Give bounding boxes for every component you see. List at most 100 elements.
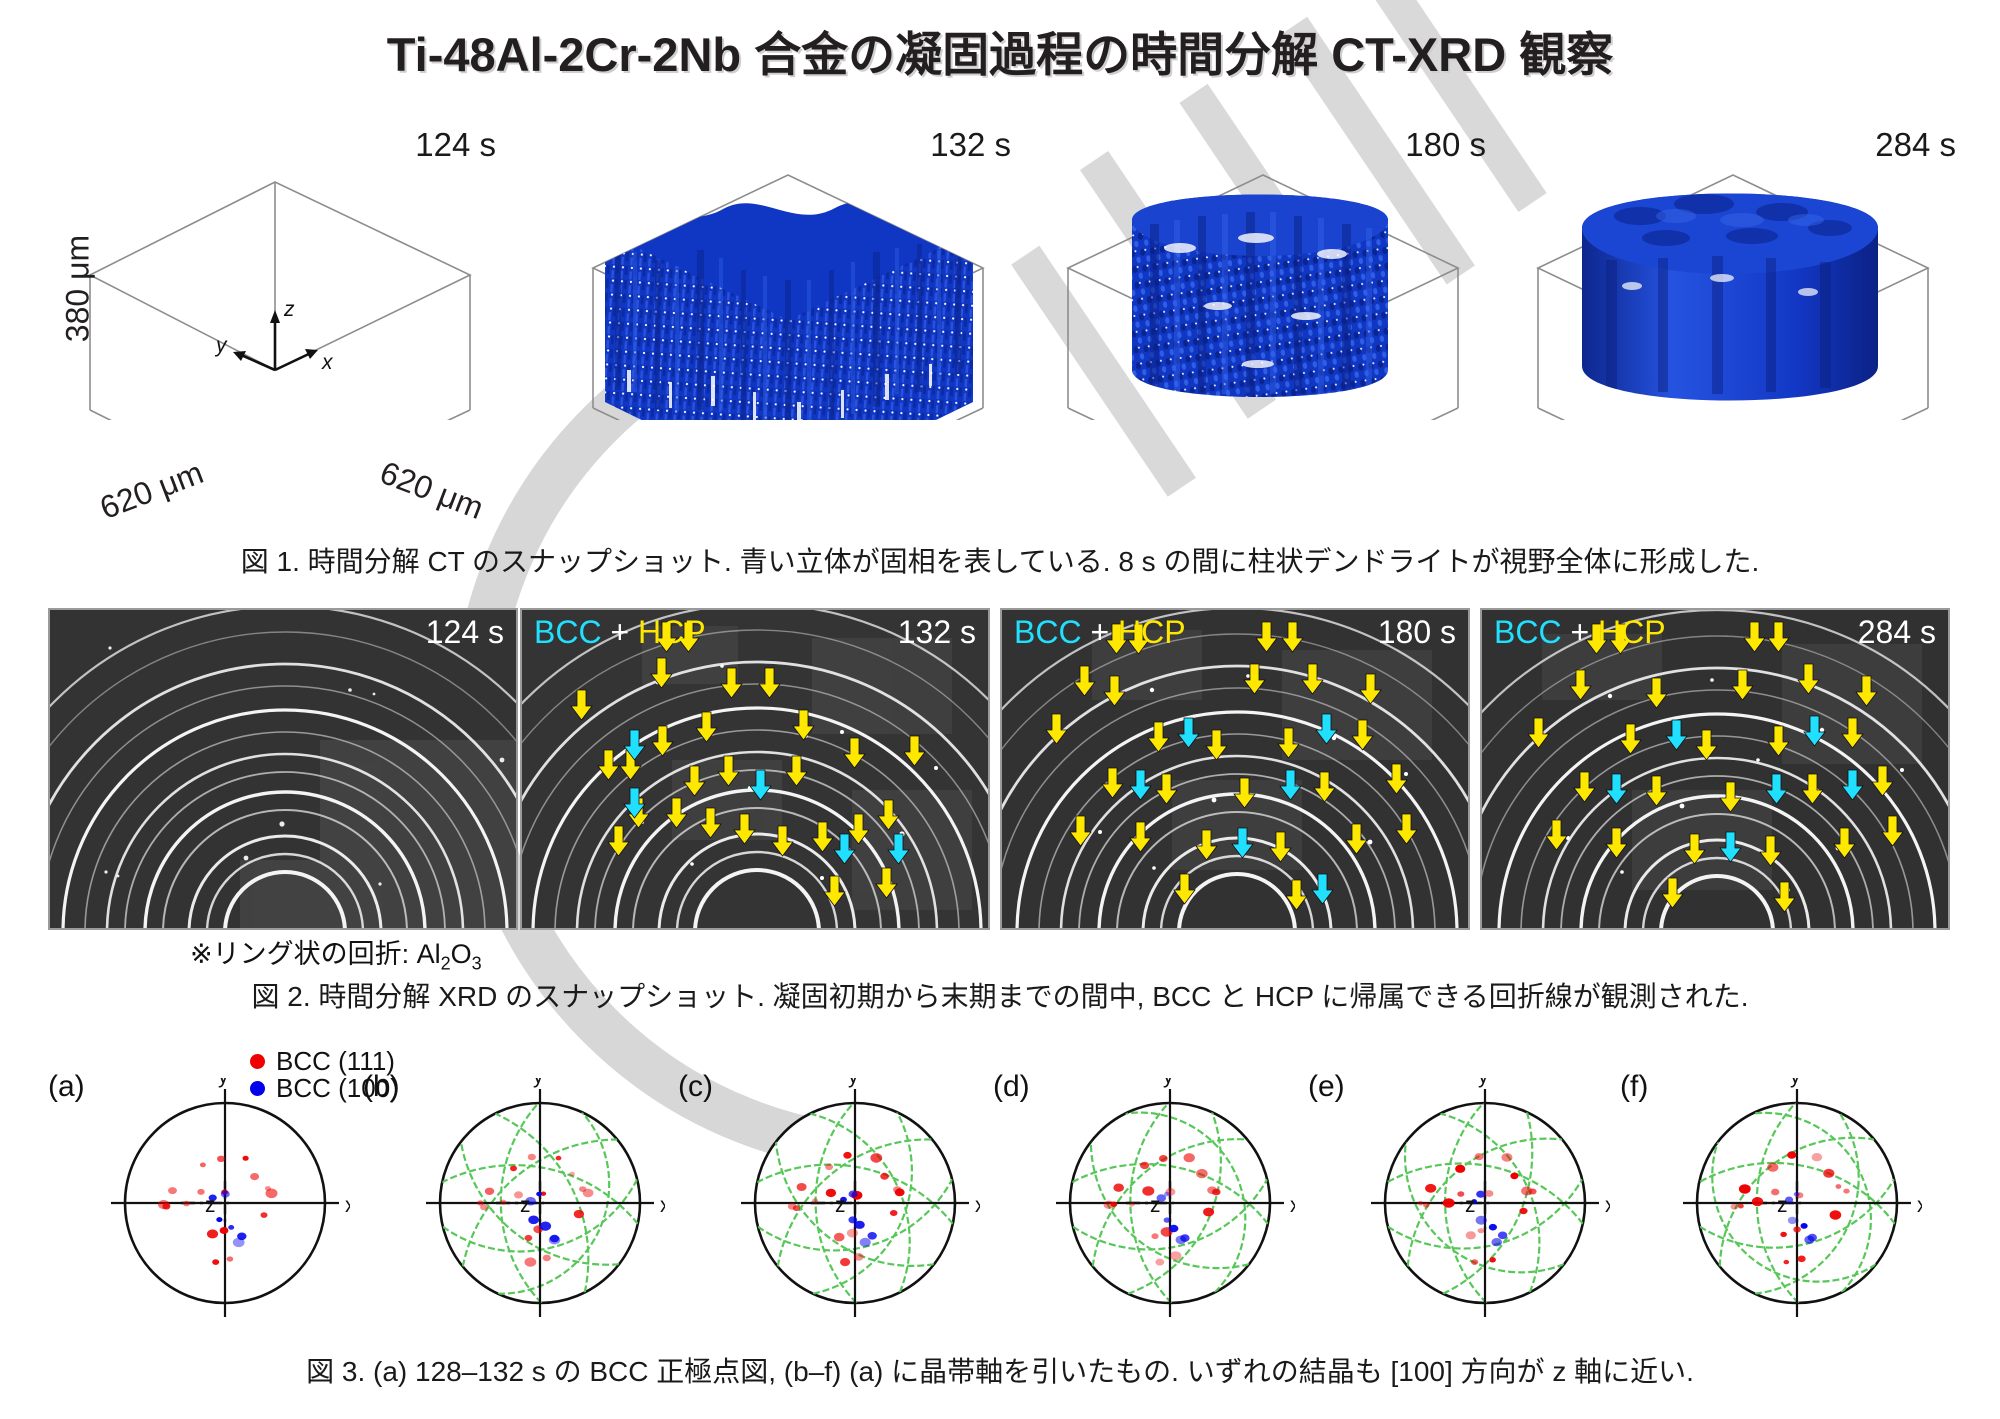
ct-time-label: 132 s	[930, 126, 1011, 163]
xrd-phase-tag: BCC + HCP	[1014, 614, 1186, 651]
axis-label-y: y	[214, 334, 228, 357]
pole-figure-plot: z x y	[111, 1078, 350, 1317]
xrd-rings-4	[1482, 610, 1948, 928]
tag-hcp-label: HCP	[1118, 614, 1186, 650]
svg-text:x: x	[660, 1194, 665, 1217]
xrd-panel-124s: 124 s	[48, 608, 518, 930]
xrd-time-label: 132 s	[897, 614, 976, 650]
tag-plus-label: +	[1090, 614, 1110, 650]
legend-dot-red-icon	[250, 1054, 265, 1069]
tag-bcc-label: BCC	[1014, 614, 1082, 650]
xrd-rings-1	[50, 610, 516, 928]
xrd-time-label: 284 s	[1857, 614, 1936, 650]
ct-volume-4	[1536, 174, 1930, 420]
svg-text:z: z	[1150, 1194, 1161, 1217]
svg-text:x: x	[1290, 1194, 1295, 1217]
axis-label-z: z	[283, 298, 295, 321]
pole-figure-row: z x y (a) z x y (b)	[0, 1060, 2000, 1350]
pole-figure-e: z x y (e)	[1308, 1070, 1610, 1328]
bcc-arrow-markers-4	[1605, 715, 1864, 863]
ct-snapshot-row: x y z 124 s 380 μm 620 μm 620 μm	[0, 120, 2000, 526]
ct-panel-132s: 132 s	[545, 120, 1025, 420]
pole-figure-plot: z x y	[1683, 1078, 1922, 1317]
pole-figure-panel-label: (d)	[993, 1070, 1030, 1103]
pole-figure-plot: z x y	[1056, 1078, 1295, 1317]
legend-label-bcc111: BCC (111)	[276, 1046, 395, 1076]
svg-text:x: x	[345, 1194, 350, 1217]
svg-text:z: z	[835, 1194, 846, 1217]
al2o3-ring-note: ※リング状の回折: Al2O3	[190, 932, 482, 974]
figure-3-caption: 図 3. (a) 128–132 s の BCC 正極点図, (b–f) (a)…	[306, 1356, 1694, 1387]
pole-figure-legend: BCC (111) BCC (100)	[250, 1048, 399, 1102]
ct-panel-124s: x y z 124 s 380 μm 620 μm 620 μm	[30, 120, 510, 526]
al2o3-sub-2: 2	[440, 953, 451, 974]
xrd-phase-tag: BCC + HCP	[534, 614, 706, 651]
pole-figure-panel-label: (f)	[1620, 1070, 1649, 1103]
svg-text:x: x	[975, 1194, 980, 1217]
svg-text:y: y	[218, 1078, 229, 1088]
ct-dendrite-body-3	[1132, 194, 1388, 397]
xrd-snapshot-row: 124 s	[0, 608, 2000, 938]
page-title: Ti-48Al-2Cr-2Nb 合金の凝固過程の時間分解 CT-XRD 観察	[386, 28, 1614, 81]
svg-text:y: y	[1163, 1078, 1174, 1088]
xrd-time-label: 124 s	[425, 614, 504, 650]
svg-text:x: x	[1917, 1194, 1922, 1217]
pole-figure-plot: z x y	[426, 1078, 665, 1317]
svg-text:x: x	[1605, 1194, 1610, 1217]
axis-label-x: x	[321, 351, 334, 374]
xrd-panel-132s: BCC + HCP 132 s	[520, 608, 990, 930]
ct-panel-284s: 284 s	[1490, 120, 1970, 420]
pole-figure-panel-label: (a)	[48, 1070, 85, 1103]
legend-dot-blue-icon	[250, 1081, 265, 1096]
pole-figure-plot: z x y	[1371, 1078, 1610, 1317]
ct-time-label: 180 s	[1405, 126, 1486, 163]
svg-text:y: y	[1790, 1078, 1801, 1088]
svg-text:z: z	[1465, 1194, 1476, 1217]
ct-dendrite-body-4	[1582, 193, 1878, 401]
tag-bcc-label: BCC	[534, 614, 602, 650]
tag-bcc-label: BCC	[1494, 614, 1562, 650]
legend-row-bcc111: BCC (111)	[250, 1048, 399, 1075]
tag-plus-label: +	[610, 614, 630, 650]
axis-arrowheads-1	[233, 310, 318, 361]
ct-box-wireframe-1: x y z	[88, 181, 472, 420]
pole-figure-b: z x y (b)	[363, 1070, 665, 1328]
pole-figure-panel-label: (b)	[363, 1070, 400, 1103]
pole-figure-a: z x y (a)	[48, 1070, 350, 1328]
pole-figure-d: z x y (d)	[993, 1070, 1295, 1328]
pole-figure-plot: z x y	[741, 1078, 980, 1317]
axis-triad-1	[238, 316, 314, 372]
figure-1-caption: 図 1. 時間分解 CT のスナップショット. 青い立体が固相を表している. 8…	[240, 546, 1760, 577]
al2o3-sub-3: 3	[471, 953, 482, 974]
xrd-time-label: 180 s	[1377, 614, 1456, 650]
svg-text:y: y	[1478, 1078, 1489, 1088]
ct-volume-3	[1066, 174, 1460, 420]
legend-row-bcc100: BCC (100)	[250, 1075, 399, 1102]
xrd-rings-3	[1002, 610, 1468, 928]
xrd-rings-2	[522, 610, 988, 928]
ct-dimension-height: 380 μm	[59, 234, 96, 343]
ct-dendrite-body-2	[605, 201, 973, 420]
hcp-arrow-markers-3	[1045, 621, 1418, 911]
svg-text:y: y	[533, 1078, 544, 1088]
hcp-arrow-markers-4	[1527, 621, 1904, 913]
svg-text:z: z	[520, 1194, 531, 1217]
ct-dimension-width-right: 620 μm	[375, 453, 489, 527]
ct-dimension-width-left: 620 μm	[94, 453, 209, 527]
xrd-phase-tag: BCC + HCP	[1494, 614, 1666, 651]
bcc-arrow-markers-3	[1129, 713, 1338, 905]
ct-time-label: 284 s	[1875, 126, 1956, 163]
legend-label-bcc100: BCC (100)	[276, 1073, 399, 1103]
svg-text:z: z	[1777, 1194, 1788, 1217]
pole-figure-f: z x y (f)	[1620, 1070, 1922, 1328]
xrd-panel-180s: BCC + HCP 180 s	[1000, 608, 1470, 930]
xrd-panel-284s: BCC + HCP 284 s	[1480, 608, 1950, 930]
ct-volume-2	[591, 174, 985, 420]
tag-hcp-label: HCP	[638, 614, 706, 650]
al2o3-note-o: O	[450, 939, 472, 969]
ct-time-label: 124 s	[415, 126, 496, 163]
svg-text:y: y	[848, 1078, 859, 1088]
tag-plus-label: +	[1570, 614, 1590, 650]
figure-2-caption: 図 2. 時間分解 XRD のスナップショット. 凝固初期から末期までの間中, …	[251, 981, 1749, 1012]
ct-panel-180s: 180 s	[1020, 120, 1500, 420]
